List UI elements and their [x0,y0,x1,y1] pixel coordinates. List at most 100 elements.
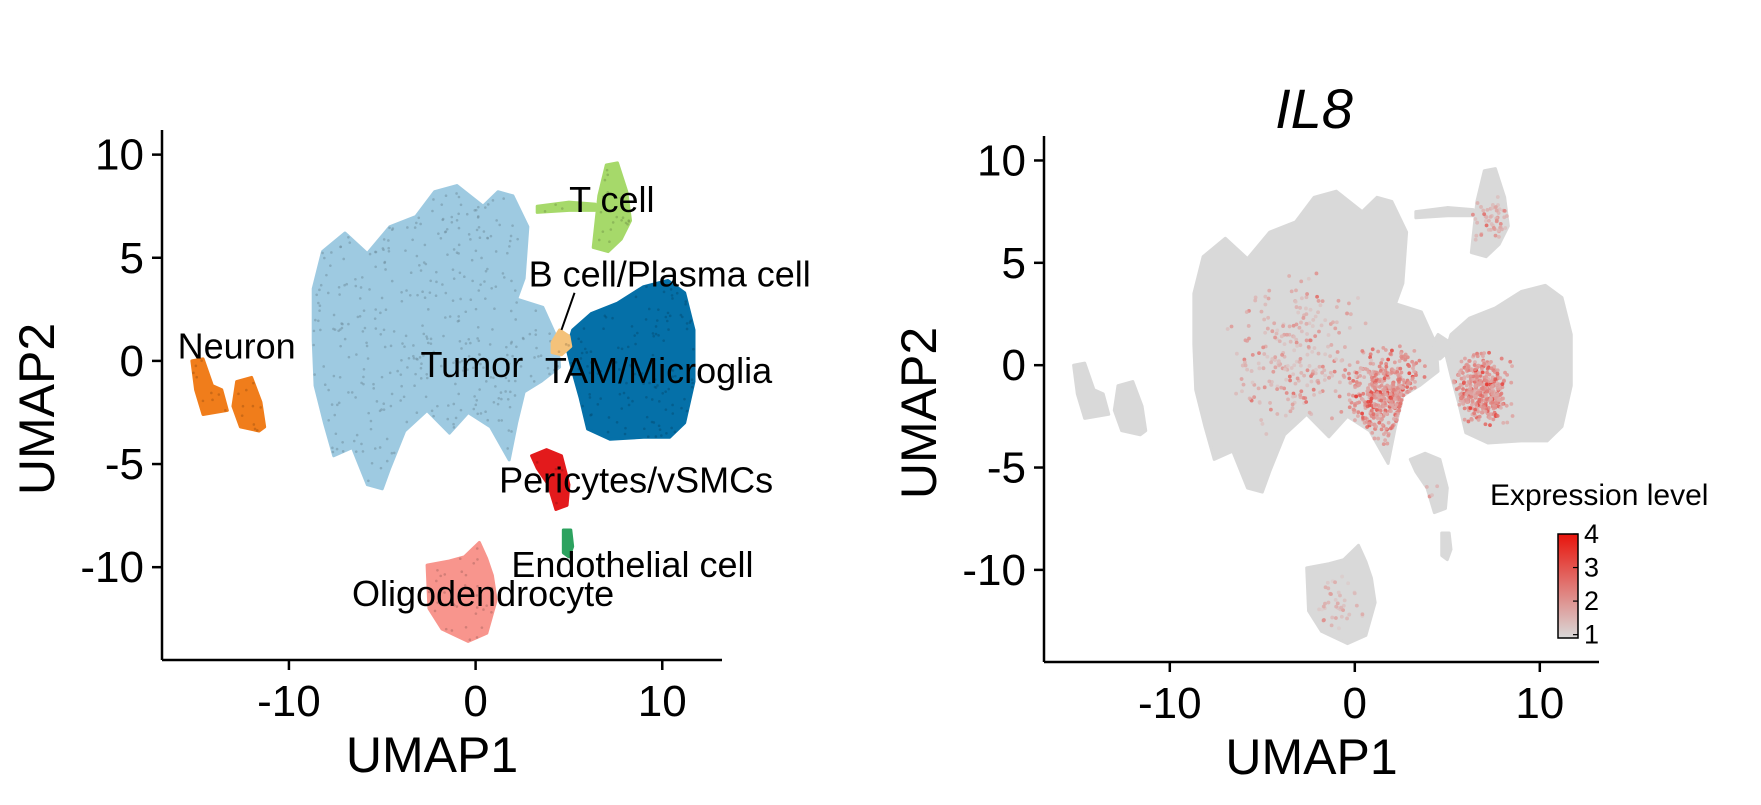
cell-point [657,334,660,337]
cell-point [500,397,503,401]
cell-point [661,391,665,395]
expression-point [1347,363,1352,368]
cell-point [445,227,449,231]
expression-point [1474,402,1478,406]
cluster-label-oligodendrocyte: Oligodendrocyte [352,573,614,614]
expression-point [1348,312,1353,317]
cell-point [605,168,609,172]
expression-point [1287,324,1292,329]
expression-point [1348,380,1353,385]
cell-point [400,299,404,303]
expression-point [1491,406,1496,411]
cell-point [464,625,468,629]
cell-point [439,574,443,578]
expression-base-region [1408,451,1449,515]
cell-point [332,327,335,331]
expression-point [1342,598,1347,603]
expression-point [1356,296,1360,300]
expression-point [1484,378,1489,383]
cell-point [372,382,375,386]
cell-point [337,401,341,405]
cell-point [412,357,416,360]
expression-point [1330,416,1334,421]
expression-point [1382,376,1387,381]
cell-point [506,397,510,401]
left-x-tick-label: -10 [257,677,321,726]
expression-point [1313,371,1318,376]
expression-point [1370,347,1375,352]
cell-point [556,365,560,368]
expression-point [1369,396,1374,401]
cell-point [557,350,561,354]
cell-point [624,426,627,430]
cell-point [335,447,339,451]
expression-point [1485,207,1490,212]
cell-point [343,283,346,287]
expression-point [1484,382,1489,387]
cell-point [650,420,654,424]
expression-point [1328,370,1333,375]
cell-point [430,366,434,370]
expression-point [1378,413,1383,418]
cell-point [201,399,205,403]
expression-point [1388,352,1393,356]
cell-point [548,372,551,376]
cell-point [633,334,637,337]
expression-point [1460,371,1465,375]
expression-point [1323,352,1328,357]
expression-point [1320,299,1325,304]
expression-point [1346,581,1351,586]
cell-point [412,344,415,347]
cell-point [331,450,335,454]
cell-point [491,591,494,595]
expression-point [1466,380,1471,384]
expression-point [1492,364,1497,369]
cell-point [428,291,432,294]
expression-point [1307,364,1312,368]
cell-point [560,207,564,210]
cell-point [476,584,479,588]
cell-point [477,353,481,356]
expression-point [1309,379,1314,384]
expression-point [1390,370,1394,375]
cell-point [474,612,478,615]
cell-point [412,354,415,358]
cell-point [404,334,408,338]
cell-point [629,365,633,368]
cell-point [500,419,504,422]
expression-point [1379,427,1384,432]
expression-point [1268,407,1273,412]
expression-point [1471,377,1476,381]
cell-point [582,327,586,330]
expression-point [1504,403,1509,408]
expression-point [1277,339,1282,344]
expression-point [1392,397,1397,402]
expression-point [1314,271,1319,276]
expression-point [1333,389,1338,394]
cluster-region [535,200,597,214]
expression-point-layer [1072,167,1573,646]
expression-point [1457,402,1462,407]
expression-point [1305,368,1310,373]
cell-point [685,327,689,331]
cell-point [505,345,508,349]
expression-point [1315,294,1319,299]
cell-point [498,223,501,227]
cell-point [477,289,481,292]
cell-point [446,253,449,256]
expression-point [1275,412,1280,416]
expression-point [1240,389,1244,394]
expression-point [1338,593,1342,598]
cell-point [418,263,421,267]
cell-point [375,400,379,403]
cell-point [539,354,543,358]
cell-point [460,347,463,350]
cell-point [476,337,479,340]
expression-point [1410,376,1415,381]
cell-point [670,368,674,372]
cell-point [457,226,461,230]
cell-point [675,291,679,295]
expression-point [1299,296,1304,301]
cell-point [457,392,460,396]
expression-point [1270,357,1275,361]
